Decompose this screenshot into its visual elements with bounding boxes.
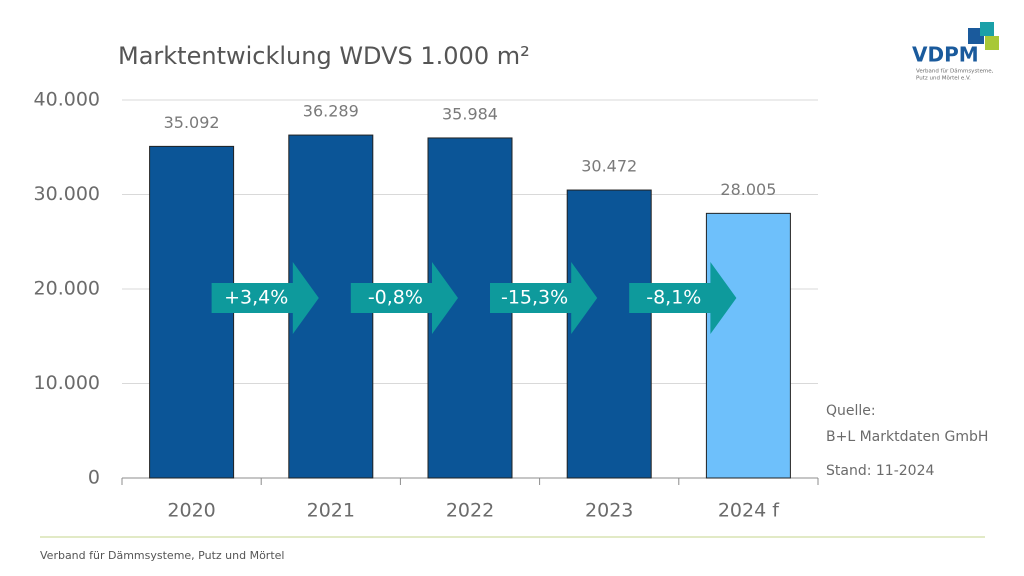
x-tick-label: 2022 (446, 500, 494, 522)
arrow-shape (629, 262, 737, 334)
footer-text: Verband für Dämmsysteme, Putz und Mörtel (40, 549, 284, 562)
source-text: B+L Marktdaten GmbH (826, 429, 988, 445)
x-tick-label: 2021 (307, 500, 355, 522)
growth-label: -15,3% (501, 287, 568, 309)
source-date: Stand: 11-2024 (826, 463, 934, 479)
logo-square (980, 22, 994, 36)
x-tick-label: 2023 (585, 500, 633, 522)
growth-arrow: +3,4% (211, 262, 319, 334)
y-tick-label: 30.000 (34, 183, 100, 205)
x-tick-label: 2024 f (718, 500, 780, 522)
growth-label: -0,8% (368, 287, 423, 309)
growth-arrow: -0,8% (350, 262, 458, 334)
logo-square (985, 36, 999, 50)
value-label: 35.984 (442, 104, 498, 123)
x-tick-label: 2020 (167, 500, 215, 522)
logo-subtitle: Putz und Mörtel e.V. (916, 76, 971, 82)
bar (566, 189, 652, 479)
source-label: Quelle: (826, 403, 876, 419)
y-tick-label: 20.000 (34, 278, 100, 300)
growth-label: -8,1% (646, 287, 701, 309)
chart-title: Marktentwicklung WDVS 1.000 m² (118, 42, 530, 70)
growth-arrow: -8,1% (629, 262, 737, 334)
arrow-shape (211, 262, 319, 334)
value-label: 36.289 (303, 102, 359, 121)
logo-subtitle: Verband für Dämmsysteme, (916, 69, 994, 75)
growth-arrow: -15,3% (490, 262, 598, 334)
value-label: 30.472 (581, 157, 637, 176)
value-label: 28.005 (720, 180, 776, 199)
y-tick-label: 0 (88, 467, 100, 489)
bar (705, 212, 791, 479)
logo: VDPM Verband für Dämmsysteme, Putz und M… (912, 22, 999, 82)
value-label: 35.092 (164, 113, 220, 132)
y-tick-label: 10.000 (34, 372, 100, 394)
logo-name: VDPM (912, 43, 979, 67)
growth-label: +3,4% (224, 287, 288, 309)
y-tick-label: 40.000 (34, 89, 100, 111)
arrow-shape (350, 262, 458, 334)
arrow-shape (490, 262, 598, 334)
